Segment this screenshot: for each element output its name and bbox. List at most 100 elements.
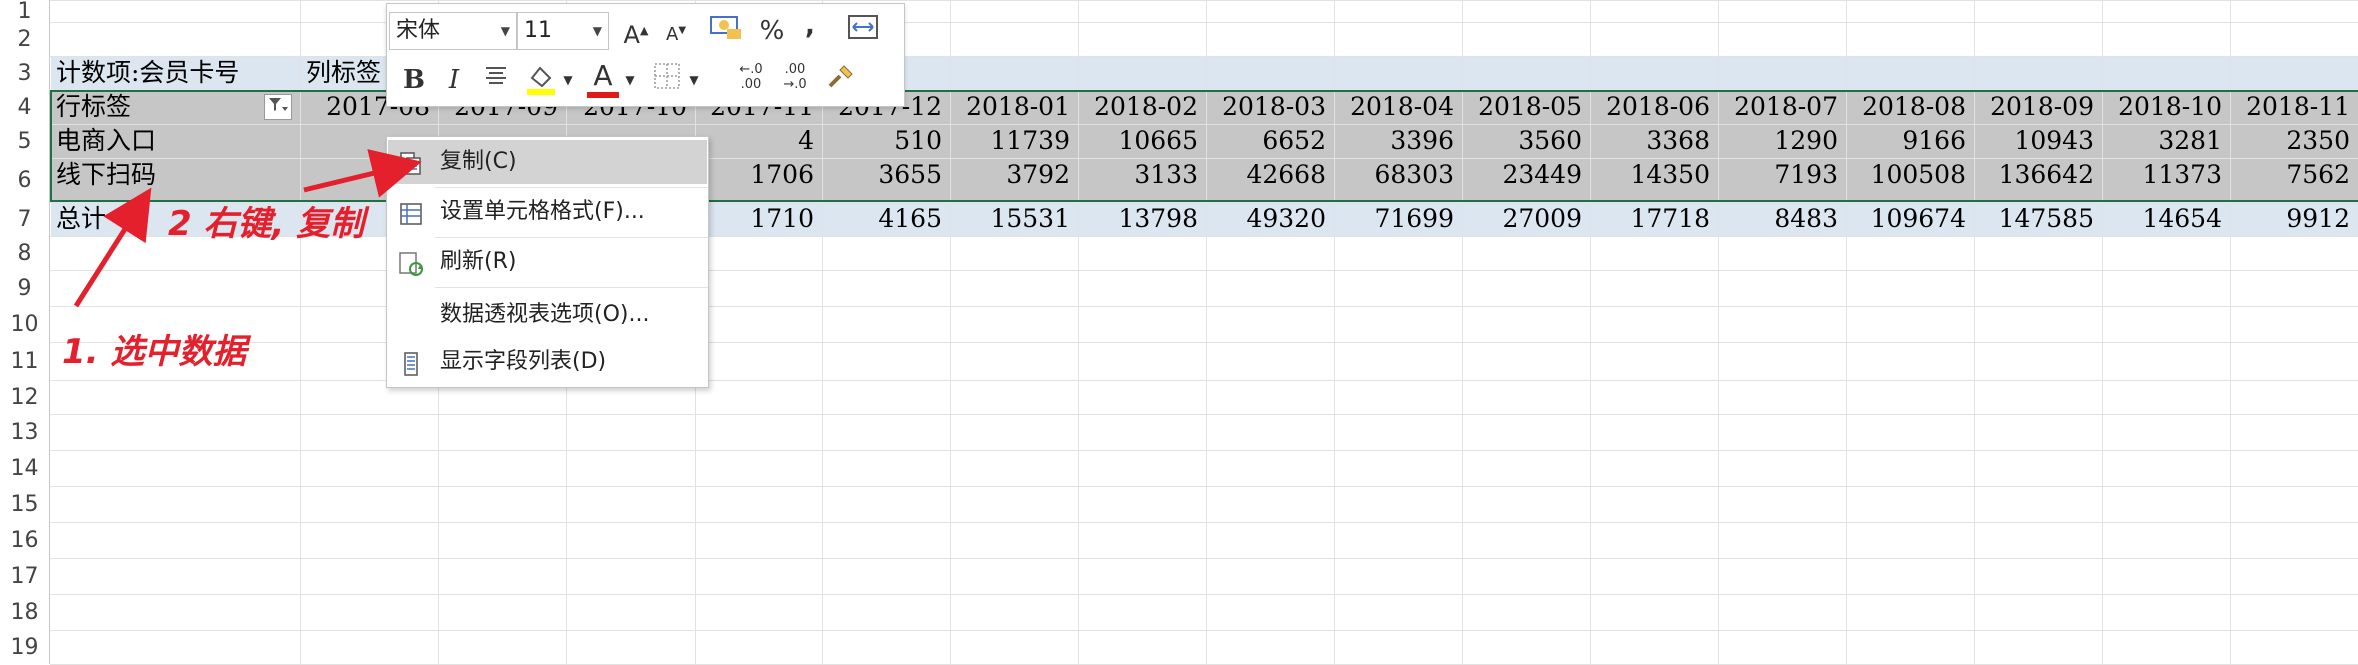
row-header[interactable]: 5 (0, 124, 50, 158)
data-cell[interactable]: 3281 (2158, 126, 2222, 155)
grand-total-cell[interactable]: 4165 (878, 204, 942, 233)
row-header[interactable]: 6 (0, 158, 50, 202)
row-header[interactable]: 2 (0, 22, 50, 56)
row-header[interactable]: 19 (0, 630, 50, 664)
percent-icon[interactable]: % (759, 16, 785, 46)
data-cell[interactable]: 7193 (1774, 160, 1838, 189)
data-cell[interactable]: 2350 (2286, 126, 2350, 155)
grand-total-cell[interactable]: 49320 (1246, 204, 1326, 233)
decrease-font-icon[interactable]: A▼ (665, 24, 687, 45)
data-cell[interactable]: 3560 (1518, 126, 1582, 155)
column-header-date[interactable]: 2018-01 (966, 92, 1070, 121)
data-cell[interactable]: 3655 (878, 160, 942, 189)
column-header-date[interactable]: 2018-06 (1606, 92, 1710, 121)
data-cell[interactable]: 136642 (1998, 160, 2094, 189)
grand-total-cell[interactable]: 27009 (1502, 204, 1582, 233)
data-cell[interactable]: 11739 (990, 126, 1070, 155)
format-painter-icon[interactable] (821, 62, 861, 98)
chevron-down-icon[interactable]: ▼ (563, 73, 573, 87)
filter-dropdown-icon[interactable] (264, 94, 292, 120)
grand-total-cell[interactable]: 71699 (1374, 204, 1454, 233)
row-header[interactable]: 4 (0, 90, 50, 124)
row-header[interactable]: 15 (0, 486, 50, 522)
grand-total-cell[interactable]: 14654 (2142, 204, 2222, 233)
data-cell[interactable]: 3792 (1006, 160, 1070, 189)
grand-total-cell[interactable]: 147585 (1998, 204, 2094, 233)
data-cell[interactable]: 7562 (2286, 160, 2350, 189)
menu-item-pivot-options[interactable]: 数据透视表选项(O)... (388, 293, 707, 337)
row-header[interactable]: 1 (0, 0, 50, 24)
increase-font-icon[interactable]: A▲ (623, 21, 649, 49)
font-color-icon[interactable]: A (585, 58, 621, 98)
fill-color-icon[interactable] (521, 62, 561, 98)
data-cell[interactable]: 3368 (1646, 126, 1710, 155)
font-size-dropdown[interactable]: 11 ▼ (517, 12, 609, 50)
align-center-icon[interactable] (479, 62, 513, 98)
row-header[interactable]: 3 (0, 56, 50, 90)
bold-icon[interactable]: B (403, 65, 425, 95)
data-cell[interactable]: 14350 (1630, 160, 1710, 189)
pivot-value-field-label[interactable]: 计数项:会员卡号 (56, 58, 240, 87)
data-cell[interactable]: 3133 (1134, 160, 1198, 189)
data-cell[interactable]: 1290 (1774, 126, 1838, 155)
data-cell[interactable]: 9166 (1902, 126, 1966, 155)
menu-item-show-field-list[interactable]: 显示字段列表(D) (388, 340, 707, 384)
data-cell[interactable]: 4 (798, 126, 814, 155)
decrease-decimal-icon[interactable]: .00 →.0 (783, 62, 807, 92)
grand-total-cell[interactable]: 8483 (1774, 204, 1838, 233)
column-header-date[interactable]: 2018-07 (1734, 92, 1838, 121)
row-header[interactable]: 14 (0, 450, 50, 486)
data-cell[interactable]: 10943 (2014, 126, 2094, 155)
grand-total-cell[interactable]: 9912 (2286, 204, 2350, 233)
data-cell[interactable]: 3396 (1390, 126, 1454, 155)
column-header-date[interactable]: 2018-10 (2118, 92, 2222, 121)
column-header-date[interactable]: 2018-03 (1222, 92, 1326, 121)
data-cell[interactable]: 10665 (1118, 126, 1198, 155)
row-label-channel[interactable]: 线下扫码 (56, 160, 157, 189)
chevron-down-icon[interactable]: ▼ (689, 73, 699, 87)
data-cell[interactable]: 42668 (1246, 160, 1326, 189)
row-header[interactable]: 7 (0, 202, 50, 236)
menu-item-format-cells[interactable]: 设置单元格格式(F)... (388, 190, 707, 234)
column-header-date[interactable]: 2018-11 (2246, 92, 2350, 121)
menu-item-copy[interactable]: 复制(C) (388, 140, 707, 184)
italic-icon[interactable]: I (448, 65, 460, 95)
comma-icon[interactable]: , (805, 11, 815, 41)
row-header[interactable]: 12 (0, 380, 50, 414)
grand-total-cell[interactable]: 17718 (1630, 204, 1710, 233)
grand-total-cell[interactable]: 109674 (1870, 204, 1966, 233)
row-header[interactable]: 13 (0, 414, 50, 450)
data-cell[interactable]: 68303 (1374, 160, 1454, 189)
grand-total-cell[interactable]: 15531 (990, 204, 1070, 233)
chevron-down-icon[interactable]: ▼ (625, 73, 635, 87)
column-header-date[interactable]: 2018-04 (1350, 92, 1454, 121)
row-header[interactable]: 16 (0, 522, 50, 558)
row-header[interactable]: 17 (0, 558, 50, 594)
grand-total-cell[interactable]: 1710 (750, 204, 814, 233)
data-cell[interactable]: 6652 (1262, 126, 1326, 155)
data-cell[interactable]: 100508 (1870, 160, 1966, 189)
data-cell[interactable]: 1706 (750, 160, 814, 189)
data-cell[interactable]: 23449 (1502, 160, 1582, 189)
increase-decimal-icon[interactable]: ←.0 .00 (739, 62, 763, 92)
data-cell[interactable]: 11373 (2142, 160, 2222, 189)
pivot-column-labels-title[interactable]: 列标签 (306, 58, 382, 87)
row-header[interactable]: 9 (0, 270, 50, 306)
column-header-date[interactable]: 2018-05 (1478, 92, 1582, 121)
row-header[interactable]: 18 (0, 594, 50, 630)
font-name-dropdown[interactable]: 宋体 ▼ (389, 12, 517, 50)
pivot-row-labels-header[interactable]: 行标签 (56, 92, 132, 121)
row-header[interactable]: 8 (0, 236, 50, 270)
borders-icon[interactable] (649, 62, 685, 98)
accounting-format-icon[interactable] (703, 13, 749, 49)
data-cell[interactable]: 510 (894, 126, 942, 155)
column-header-date[interactable]: 2018-02 (1094, 92, 1198, 121)
column-header-date[interactable]: 2018-08 (1862, 92, 1966, 121)
row-header[interactable]: 11 (0, 342, 50, 380)
row-header[interactable]: 10 (0, 306, 50, 342)
row-label-channel[interactable]: 电商入口 (56, 126, 157, 155)
wrap-icon[interactable] (843, 13, 883, 49)
menu-item-refresh[interactable]: 刷新(R) (388, 240, 707, 284)
grand-total-cell[interactable]: 13798 (1118, 204, 1198, 233)
